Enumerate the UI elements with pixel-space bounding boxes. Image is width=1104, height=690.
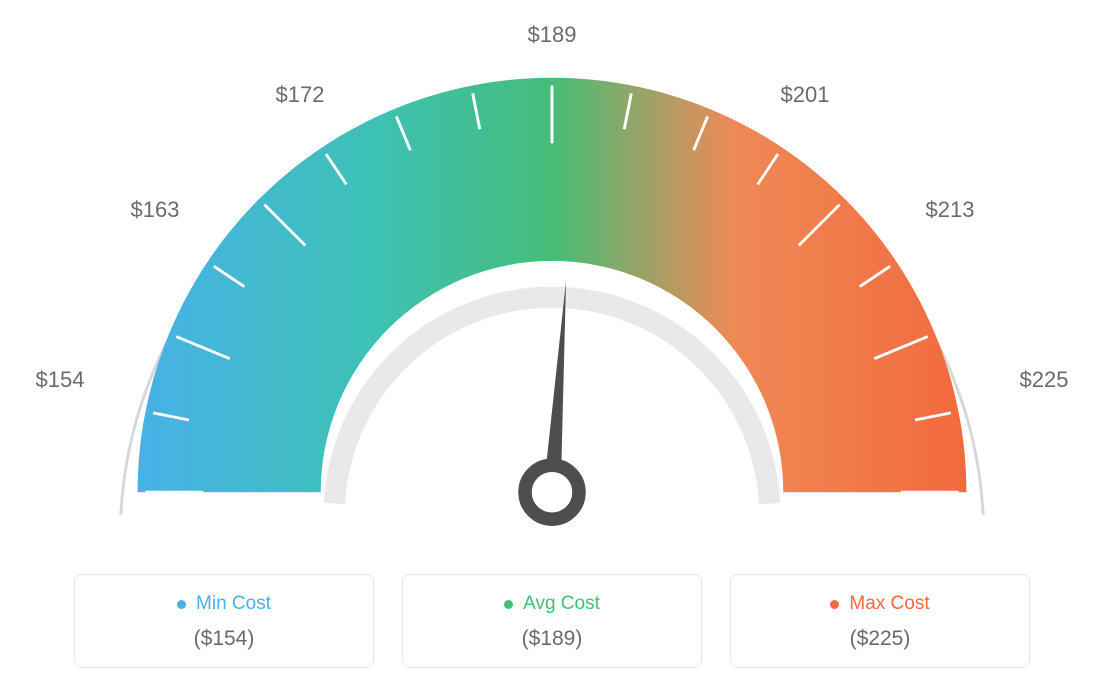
gauge-chart [20,20,1084,550]
legend-row: Min Cost ($154) Avg Cost ($189) Max Cost… [20,574,1084,668]
legend-value-avg: ($189) [403,627,701,651]
gauge-container: $154 $163 $172 $189 $201 $213 $225 [20,20,1084,550]
legend-title-max: Max Cost [849,593,929,615]
legend-card-min: Min Cost ($154) [74,574,374,668]
legend-title-avg: Avg Cost [523,593,600,615]
dot-icon [830,600,839,609]
gauge-tick-label: $154 [36,367,85,393]
gauge-tick-label: $201 [781,82,830,108]
legend-card-max: Max Cost ($225) [730,574,1030,668]
gauge-tick-label: $189 [528,22,577,48]
legend-card-avg: Avg Cost ($189) [402,574,702,668]
dot-icon [504,600,513,609]
legend-title-min: Min Cost [196,593,271,615]
legend-value-min: ($154) [75,627,373,651]
gauge-tick-label: $225 [1020,367,1069,393]
legend-value-max: ($225) [731,627,1029,651]
dot-icon [177,600,186,609]
gauge-tick-label: $172 [276,82,325,108]
gauge-tick-label: $213 [926,197,975,223]
gauge-tick-label: $163 [131,197,180,223]
